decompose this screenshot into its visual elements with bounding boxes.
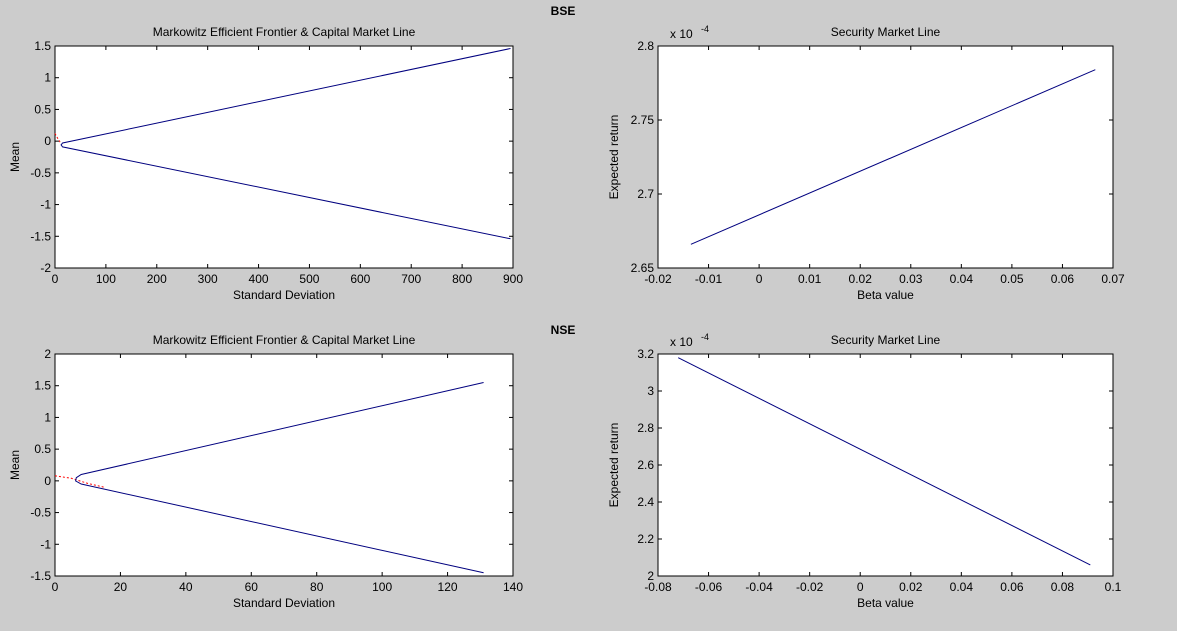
y-tick-label: 2.2 — [637, 532, 654, 546]
y-tick-label: 2.8 — [637, 39, 654, 53]
x-tick-label: 400 — [249, 272, 269, 286]
plot-area — [657, 353, 1114, 577]
x-tick-label: 500 — [299, 272, 319, 286]
y-tick-label: -1 — [40, 537, 51, 551]
x-tick-label: 40 — [179, 580, 193, 594]
y-tick-label: 2.8 — [637, 421, 654, 435]
x-tick-label: -0.02 — [644, 272, 672, 286]
y-tick-label: 1 — [44, 71, 51, 85]
x-tick-label: 0.04 — [950, 272, 974, 286]
y-axis-label: Mean — [8, 450, 22, 480]
chart-title: Markowitz Efficient Frontier & Capital M… — [153, 333, 416, 347]
y-multiplier-exponent: -4 — [701, 332, 709, 342]
x-tick-label: -0.02 — [796, 580, 824, 594]
y-tick-label: -0.5 — [30, 506, 51, 520]
plot-area — [54, 353, 514, 577]
x-axis-label: Beta value — [857, 596, 914, 610]
x-tick-label: -0.04 — [745, 580, 773, 594]
y-tick-label: 1.5 — [34, 39, 51, 53]
series-line-0 — [677, 357, 1091, 566]
series-line-0 — [690, 69, 1096, 245]
x-tick-label: 300 — [198, 272, 218, 286]
y-tick-label: 0.5 — [34, 442, 51, 456]
y-tick-label: 3 — [647, 384, 654, 398]
chart-title: Security Market Line — [831, 25, 941, 39]
x-tick-label: 80 — [310, 580, 324, 594]
y-tick-label: 2.7 — [637, 187, 654, 201]
x-tick-label: 100 — [372, 580, 392, 594]
y-tick-label: 1.5 — [34, 379, 51, 393]
x-tick-label: 20 — [114, 580, 128, 594]
x-tick-label: -0.01 — [695, 272, 723, 286]
x-tick-label: 100 — [96, 272, 116, 286]
x-tick-label: 0 — [52, 272, 59, 286]
y-tick-label: 1 — [44, 410, 51, 424]
chart-title: Security Market Line — [831, 333, 941, 347]
x-axis-label: Beta value — [857, 288, 914, 302]
y-axis-label: Expected return — [607, 423, 621, 508]
series-line-1 — [60, 48, 511, 240]
y-tick-label: 0.5 — [34, 102, 51, 116]
x-tick-label: 60 — [245, 580, 259, 594]
series-line-0 — [54, 133, 62, 144]
x-tick-label: 0 — [857, 580, 864, 594]
y-multiplier-label: x 10 — [670, 27, 693, 41]
y-tick-label: 0 — [44, 474, 51, 488]
x-tick-label: -0.06 — [695, 580, 723, 594]
plot-area — [54, 45, 514, 269]
x-tick-label: 0.01 — [798, 272, 822, 286]
y-tick-label: 2.4 — [637, 495, 654, 509]
x-tick-label: 0.07 — [1101, 272, 1125, 286]
x-tick-label: 200 — [147, 272, 167, 286]
y-tick-label: 2 — [44, 347, 51, 361]
x-tick-label: 800 — [452, 272, 472, 286]
x-tick-label: 0.06 — [1000, 580, 1024, 594]
series-line-0 — [54, 475, 105, 488]
y-tick-label: -2 — [40, 261, 51, 275]
y-tick-label: -0.5 — [30, 166, 51, 180]
x-tick-label: 0.02 — [849, 272, 873, 286]
y-tick-label: 2.75 — [631, 113, 655, 127]
y-tick-label: 2 — [647, 569, 654, 583]
x-axis-label: Standard Deviation — [233, 288, 335, 302]
chart-title: Markowitz Efficient Frontier & Capital M… — [153, 25, 416, 39]
x-tick-label: 140 — [503, 580, 523, 594]
y-tick-label: -1.5 — [30, 229, 51, 243]
y-tick-label: 2.6 — [637, 458, 654, 472]
y-tick-label: -1.5 — [30, 569, 51, 583]
x-tick-label: 0 — [756, 272, 763, 286]
x-tick-label: 0.05 — [1000, 272, 1024, 286]
y-tick-label: 0 — [44, 134, 51, 148]
y-multiplier-label: x 10 — [670, 335, 693, 349]
x-axis-label: Standard Deviation — [233, 596, 335, 610]
y-tick-label: 2.65 — [631, 261, 655, 275]
y-multiplier-exponent: -4 — [701, 24, 709, 34]
x-tick-label: 120 — [438, 580, 458, 594]
y-axis-label: Mean — [8, 142, 22, 172]
x-tick-label: 600 — [350, 272, 370, 286]
series-line-1 — [75, 382, 484, 574]
bse-figure-label: BSE — [550, 4, 576, 18]
y-axis-label: Expected return — [607, 115, 621, 200]
x-tick-label: 700 — [401, 272, 421, 286]
x-tick-label: -0.08 — [644, 580, 672, 594]
x-tick-label: 0.02 — [899, 580, 923, 594]
y-tick-label: -1 — [40, 198, 51, 212]
x-tick-label: 900 — [503, 272, 523, 286]
plot-area — [657, 45, 1114, 269]
x-tick-label: 0.03 — [899, 272, 923, 286]
x-tick-label: 0.08 — [1051, 580, 1075, 594]
x-tick-label: 0.04 — [950, 580, 974, 594]
x-tick-label: 0.1 — [1105, 580, 1122, 594]
x-tick-label: 0.06 — [1051, 272, 1075, 286]
nse-figure-label: NSE — [550, 323, 576, 337]
x-tick-label: 0 — [52, 580, 59, 594]
y-tick-label: 3.2 — [637, 347, 654, 361]
